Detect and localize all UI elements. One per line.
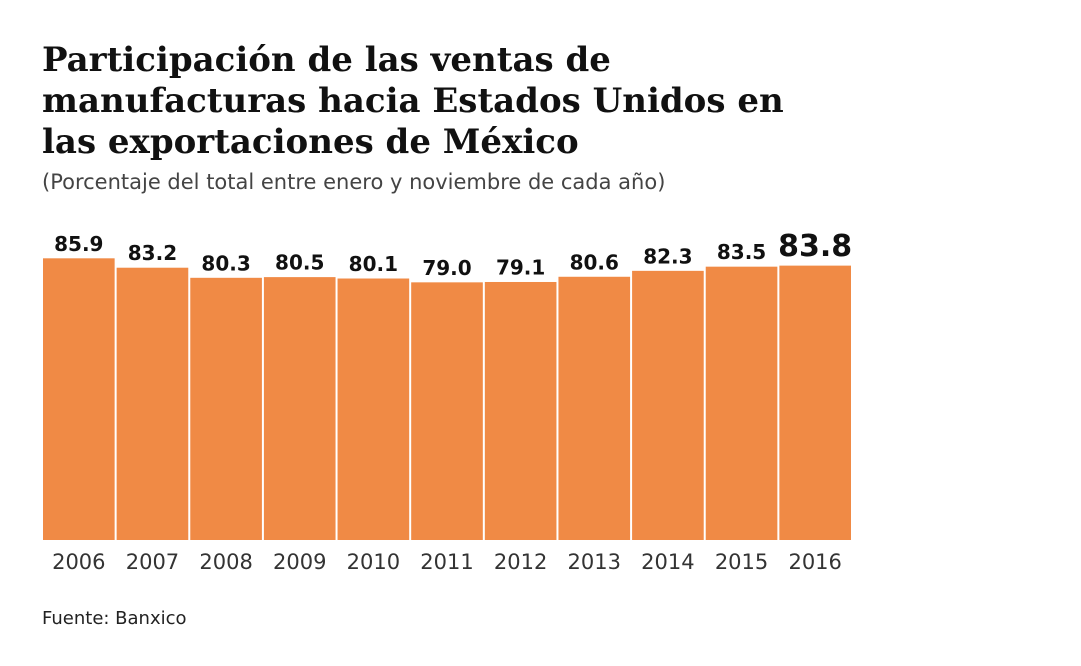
x-tick-label: 2006 <box>52 550 105 574</box>
x-tick-label: 2013 <box>568 550 621 574</box>
chart-title: Participación de las ventas de manufactu… <box>42 40 784 162</box>
x-tick-label: 2016 <box>788 550 841 574</box>
bar <box>263 277 336 540</box>
value-label: 83.8 <box>778 229 852 264</box>
value-label: 80.6 <box>570 250 619 274</box>
x-tick-label: 2015 <box>715 550 768 574</box>
value-label: 80.1 <box>349 252 398 276</box>
value-label: 80.3 <box>201 251 250 275</box>
bar <box>484 281 557 540</box>
bar <box>779 265 851 540</box>
value-label: 79.0 <box>422 256 471 280</box>
x-tick-label: 2009 <box>273 550 326 574</box>
x-tick-label: 2007 <box>126 550 179 574</box>
bar <box>558 276 631 540</box>
value-label: 80.5 <box>275 251 324 275</box>
chart: 2006 85.9 2007 83.2 2008 80.3 2009 80.5 2010 80.1… <box>43 229 852 574</box>
x-tick-label: 2010 <box>347 550 400 574</box>
x-tick-label: 2014 <box>641 550 694 574</box>
bar <box>337 278 410 540</box>
x-tick-label: 2008 <box>199 550 252 574</box>
value-label: 83.2 <box>128 241 177 265</box>
value-label: 79.1 <box>496 255 545 279</box>
bar <box>632 270 704 540</box>
bar <box>411 282 483 540</box>
source-note: Fuente: Banxico <box>42 608 187 629</box>
value-label: 85.9 <box>54 232 103 256</box>
bar <box>43 258 115 540</box>
value-label: 83.5 <box>717 240 766 264</box>
bar <box>705 266 778 540</box>
x-tick-label: 2011 <box>420 550 473 574</box>
chart-subtitle: (Porcentaje del total entre enero y novi… <box>42 170 666 194</box>
value-label: 82.3 <box>643 244 692 268</box>
bar <box>116 267 189 540</box>
bar <box>190 277 262 540</box>
x-tick-label: 2012 <box>494 550 547 574</box>
